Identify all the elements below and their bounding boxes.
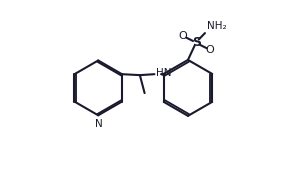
Text: O: O	[206, 45, 215, 55]
Text: S: S	[192, 36, 201, 49]
Text: O: O	[178, 31, 187, 41]
Text: NH₂: NH₂	[207, 21, 226, 31]
Text: HN: HN	[156, 68, 171, 78]
Text: N: N	[95, 119, 103, 129]
